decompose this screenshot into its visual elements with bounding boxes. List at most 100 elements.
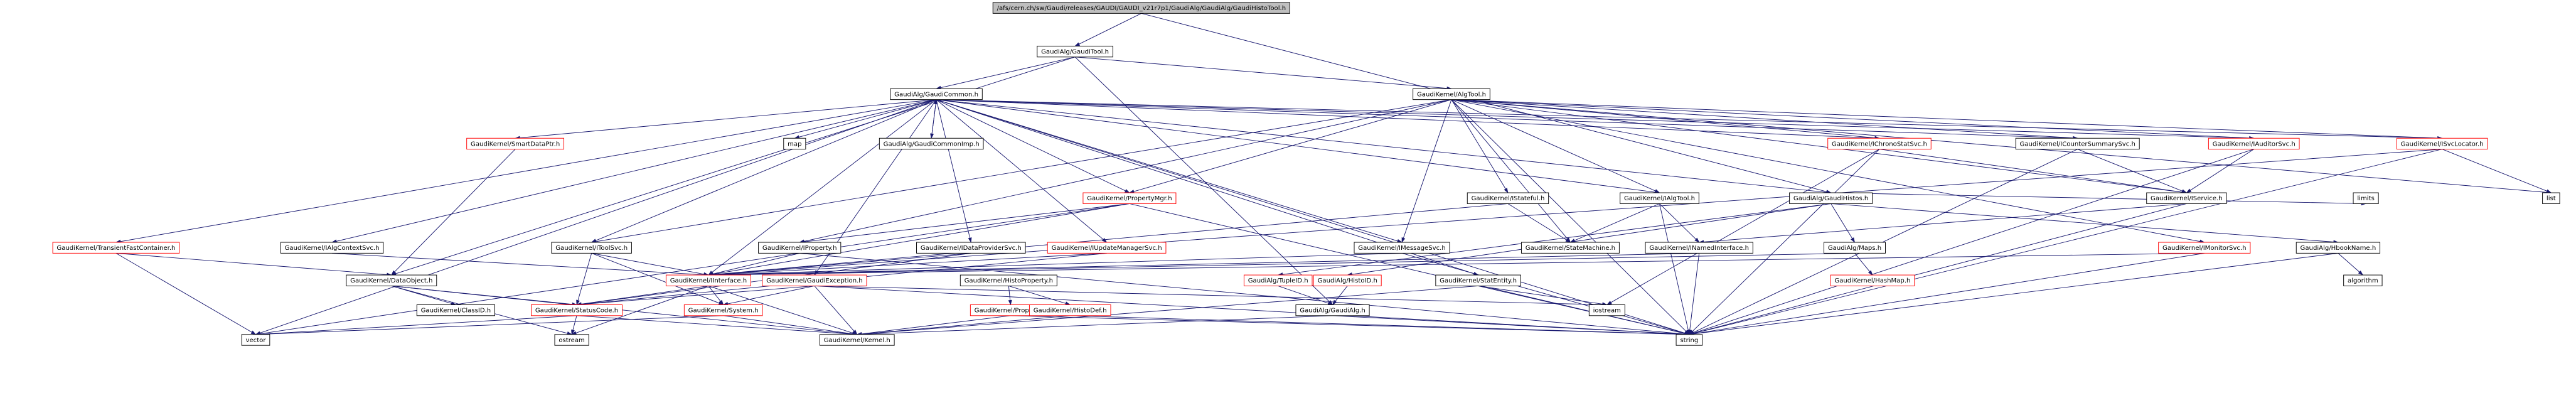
edge [1451,99,2254,139]
edge [1141,13,1831,193]
edge [936,99,1690,335]
node-label: GaudiKernel/IChronoStatSvc.h [1832,141,1927,148]
node-label: GaudiKernel/INamedInterface.h [1649,245,1749,252]
node-box [1789,192,1873,204]
edge [571,286,709,335]
edge-arrowhead [934,99,938,105]
node-box [551,242,632,254]
node-label: GaudiKernel/PropertyMgr.h [1087,195,1172,202]
node-label: iostream [1593,308,1621,315]
edge [936,99,1660,193]
edge [332,252,708,276]
node-label: GaudiKernel/HashMap.h [1834,277,1910,284]
edge [391,149,516,276]
node-box [416,304,496,316]
edge [255,99,937,335]
edge-arrowhead [1868,270,1873,276]
edge [708,252,1107,276]
edge-arrowhead [968,237,972,243]
edge [1689,149,1880,335]
node-box [992,2,1290,14]
node-label: GaudiKernel/IMonitorSvc.h [2162,245,2247,252]
edge [723,315,857,335]
node-box [879,137,984,150]
node-box [1243,274,1313,286]
node-label: GaudiKernel/System.h [688,308,759,315]
edge [255,315,577,335]
node-label: GaudiAlg/HistoID.h [1318,277,1377,284]
edge [799,203,1130,243]
edge [1074,56,1333,305]
edge [2442,149,2552,193]
node-box [1520,242,1620,254]
edge-arrowhead [2358,270,2364,276]
edge-arrowhead [1851,237,1856,243]
node-label: GaudiKernel/ISvcLocator.h [2401,141,2484,148]
edge [1070,315,1689,335]
node-label: GaudiKernel/IStateful.h [1472,195,1545,202]
edge-arrowhead [1332,299,1337,306]
edge [576,285,815,305]
node-box [2158,242,2251,254]
node-box [2396,137,2488,150]
edge [708,252,1403,276]
node-label: GaudiKernel/AlgTool.h [1417,91,1486,98]
node-box [1029,304,1111,316]
node-box [1413,88,1490,100]
node-label: GaudiKernel/IAlgContextSvc.h [285,245,380,252]
node-box [466,137,565,150]
node-box [783,137,806,150]
node-box [1675,334,1703,346]
edge [115,252,256,335]
edge [708,252,2205,276]
node-box [819,334,895,346]
node-label: GaudiKernel/HistoDef.h [1034,308,1107,315]
edge [936,99,2254,139]
node-label: GaudiKernel/Kernel.h [824,337,890,344]
edge [591,99,1452,243]
edge [708,99,937,276]
edge [1689,252,2338,335]
edge [814,285,1607,305]
edge-arrowhead [1694,237,1700,243]
node-box [1620,192,1699,204]
node-box [959,274,1057,286]
edge-arrowhead [2186,188,2192,193]
edge [515,99,937,139]
node-box [665,274,752,286]
edge [1451,99,2442,139]
node-label: GaudiKernel/IAlgTool.h [1624,195,1695,202]
node-box [1295,304,1370,316]
node-label: GaudiKernel/ClassID.h [421,308,491,315]
edge [1659,203,1690,335]
node-box [346,274,437,286]
edge [814,286,858,335]
node-label: GaudiKernel/IAuditorSvc.h [2213,141,2295,148]
edge [1689,253,1700,335]
edge [1075,56,1452,89]
edge [1451,99,1509,193]
edge [1689,149,2254,335]
edge [723,285,815,305]
edge-arrowhead [1401,237,1406,243]
edge [708,252,971,276]
node-label: GaudiKernel/IToolSvc.h [555,245,628,252]
edge [1451,99,1690,335]
edge [331,99,937,243]
edge-arrowhead [1687,330,1692,335]
node-box [762,274,867,286]
edge [708,149,2442,276]
edge [1451,99,1571,243]
edge [1451,99,2187,193]
nodes: /afs/cern.ch/sw/Gaudi/releases/GAUDI/GAU… [52,2,2560,346]
node-box [2295,242,2381,254]
edge [708,252,1855,276]
edge-arrowhead [2181,189,2188,193]
edge [1830,203,2338,243]
edge [1879,149,2187,193]
edge [708,203,1509,276]
node-box [916,242,1026,254]
edge [1451,99,2552,193]
edge [1699,203,2187,243]
